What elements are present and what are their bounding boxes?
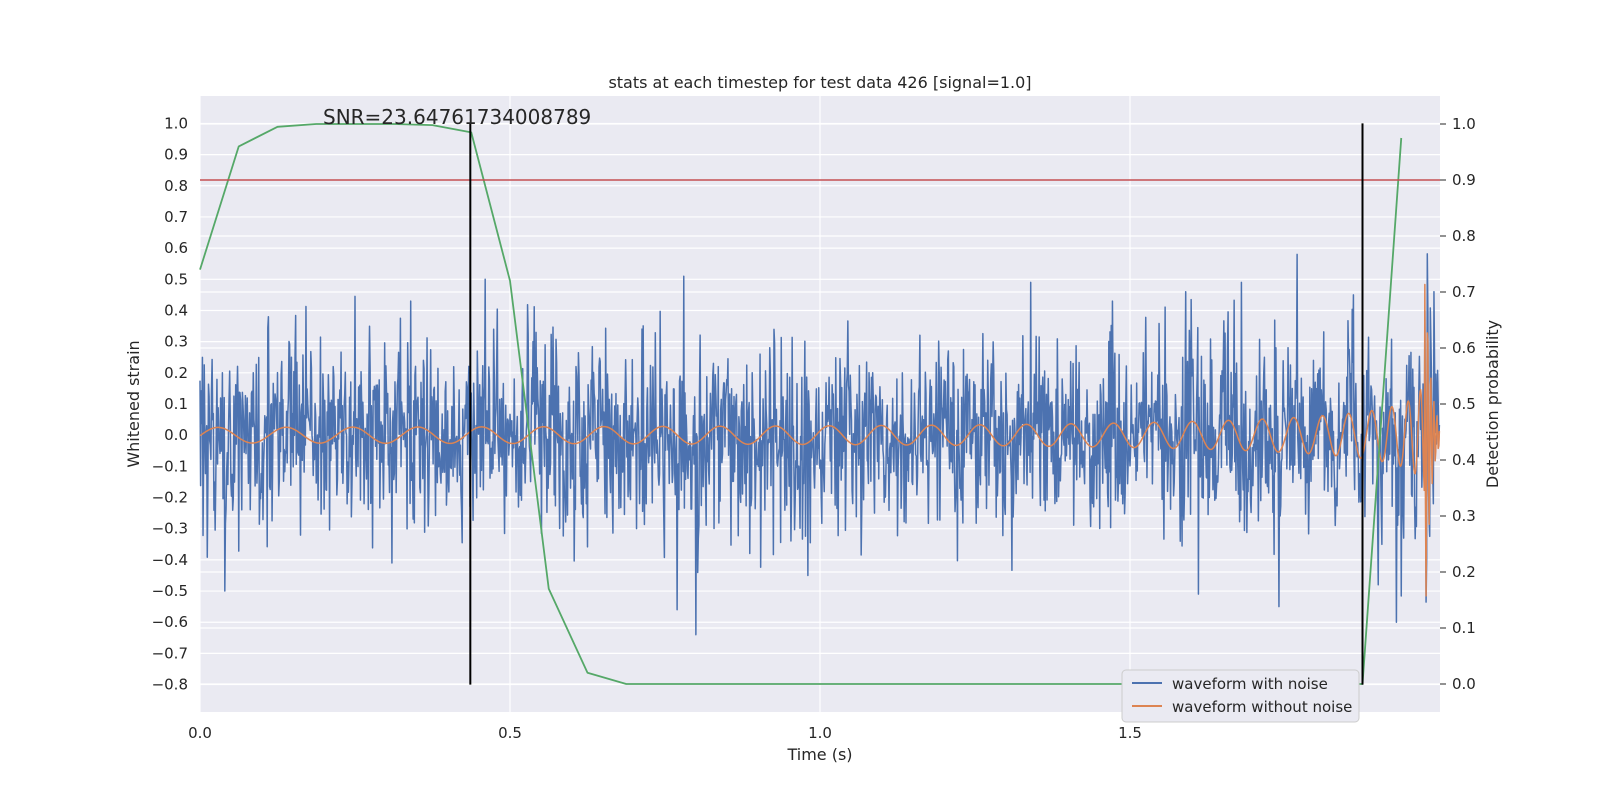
y2-tick-label: 0.2: [1452, 563, 1476, 581]
y2-tick-label: 0.0: [1452, 675, 1476, 693]
tick-labels: 0.0 0.5 1.0 1.5 −0.8 −0.7 −0.6 −0.5 −0.4 −0.3 −0.2…: [152, 114, 1476, 742]
y2-tick-label: 0.3: [1452, 507, 1476, 525]
y-tick-label: 0.9: [164, 146, 188, 164]
y-tick-label: −0.3: [152, 520, 188, 538]
y-tick-label: −0.6: [152, 613, 188, 631]
x-axis-title: Time (s): [786, 745, 852, 764]
x-tick-label: 1.0: [808, 724, 832, 742]
legend-box: [1121, 669, 1360, 723]
y2-axis-title: Detection probability: [1483, 320, 1502, 488]
y-tick-label: 0.4: [164, 301, 188, 319]
y2-tick-label: 0.4: [1452, 451, 1476, 469]
snr-annotation: SNR=23.64761734008789: [323, 105, 591, 129]
y-tick-label: 0.0: [164, 426, 188, 444]
grid: [199, 96, 1440, 712]
y-tick-label: 0.8: [164, 177, 188, 195]
legend: waveform with noise waveform without noi…: [1121, 669, 1360, 723]
y-tick-label: −0.7: [152, 644, 188, 662]
x-tick-label: 0.0: [188, 724, 212, 742]
y-axis-title: Whitened strain: [124, 340, 143, 467]
y-tick-label: −0.4: [152, 551, 188, 569]
y-tick-label: −0.2: [152, 489, 188, 507]
y-tick-label: 0.7: [164, 208, 188, 226]
y2-tick-label: 0.9: [1452, 171, 1476, 189]
x-tick-label: 1.5: [1118, 724, 1142, 742]
y-tick-label: −0.1: [152, 457, 188, 475]
series-waveform-with-noise: [199, 253, 1441, 636]
y2-tick-label: 0.6: [1452, 339, 1476, 357]
y2-tick-label: 0.7: [1452, 283, 1476, 301]
y-tick-label: −0.8: [152, 676, 188, 694]
y-tick-label: 0.6: [164, 239, 188, 257]
chart-title: stats at each timestep for test data 426…: [608, 73, 1031, 92]
y-tick-label: 0.2: [164, 364, 188, 382]
y2-tick-label: 0.1: [1452, 619, 1476, 637]
y-tick-label: 0.1: [164, 395, 188, 413]
legend-label-noise: waveform with noise: [1172, 675, 1328, 693]
y-tick-label: 1.0: [164, 114, 188, 132]
y2-tick-label: 0.8: [1452, 227, 1476, 245]
x-tick-label: 0.5: [498, 724, 522, 742]
series-waveform-without-noise: [199, 283, 1441, 597]
y-tick-label: 0.3: [164, 333, 188, 351]
markers: [200, 123, 1440, 685]
y-tick-label: 0.5: [164, 270, 188, 288]
y2-tick-label: 1.0: [1452, 115, 1476, 133]
y-tick-label: −0.5: [152, 582, 188, 600]
legend-label-clean: waveform without noise: [1172, 698, 1352, 716]
y2-tick-label: 0.5: [1452, 395, 1476, 413]
